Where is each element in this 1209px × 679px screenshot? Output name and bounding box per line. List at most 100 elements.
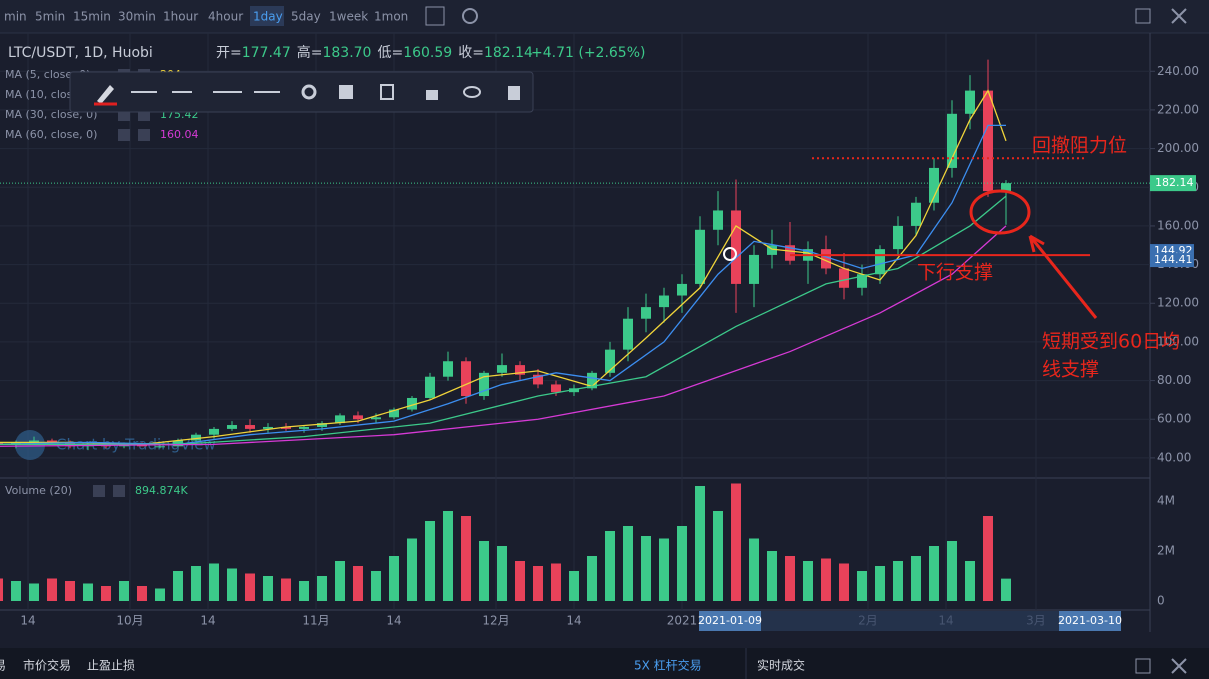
volume-legend-icon[interactable] <box>113 485 125 497</box>
close-icon[interactable] <box>1171 8 1187 24</box>
leverage-link[interactable]: 5X 杠杆交易 <box>634 658 702 673</box>
volume-tick-label: 2M <box>1157 544 1175 558</box>
drawing-toolbar[interactable] <box>69 71 534 113</box>
candle-body <box>911 202 921 226</box>
volume-bar <box>749 538 759 601</box>
candle-body <box>353 415 363 420</box>
candle-body <box>605 349 615 373</box>
indicator-icon[interactable] <box>425 6 445 26</box>
volume-bar <box>1001 578 1011 601</box>
candle-body <box>0 442 3 445</box>
volume-bar <box>281 578 291 601</box>
top-toolbar <box>0 0 1209 33</box>
candle-body <box>245 425 255 429</box>
clone-icon[interactable] <box>380 84 394 100</box>
delete-icon[interactable] <box>508 86 520 100</box>
x-highlight <box>699 611 761 631</box>
volume-bar <box>893 561 903 601</box>
interval-button[interactable]: 4hour <box>208 10 243 24</box>
y-tick-label: 100.00 <box>1157 334 1199 348</box>
price-tag-label: 144.41 <box>1154 253 1193 266</box>
interval-button[interactable]: 1hour <box>163 10 198 24</box>
volume-tick-label: 4M <box>1157 494 1175 508</box>
lock-icon[interactable] <box>426 90 438 100</box>
close-icon[interactable] <box>1171 658 1187 674</box>
volume-bar <box>929 546 939 601</box>
bottom-tab[interactable]: 易 <box>0 659 6 673</box>
interval-button[interactable]: 1mon <box>374 10 408 24</box>
bottom-tab[interactable]: 止盈止损 <box>87 659 135 673</box>
interval-button[interactable]: 1day <box>253 10 283 24</box>
layers-icon[interactable] <box>339 85 353 99</box>
settings-icon[interactable] <box>462 8 478 24</box>
candle-body <box>281 426 291 429</box>
volume-bar <box>83 583 93 601</box>
volume-bar <box>119 581 129 601</box>
y-tick-label: 200.00 <box>1157 141 1199 155</box>
candle-body <box>443 361 453 377</box>
candle-body <box>929 167 939 203</box>
ohlc-value: 182.14 <box>484 45 533 61</box>
bottom-tab[interactable]: 市价交易 <box>23 658 71 673</box>
volume-bar <box>803 561 813 601</box>
annotation: 线支撑 <box>1042 359 1099 381</box>
settings-icon[interactable] <box>301 84 317 100</box>
x-tick-label: 14 <box>386 614 401 628</box>
volume-bar <box>767 551 777 601</box>
volume-bar <box>515 561 525 601</box>
last-price-tag <box>1150 175 1196 192</box>
volume-bar <box>659 538 669 601</box>
candle-body <box>551 384 561 393</box>
pen-icon[interactable] <box>97 85 114 104</box>
volume-bar <box>731 483 741 601</box>
interval-button[interactable]: 1week <box>329 10 368 24</box>
interval-button[interactable]: 5min <box>35 10 65 24</box>
volume-bar <box>227 568 237 601</box>
candle-body <box>191 434 201 441</box>
eye-icon[interactable] <box>463 86 481 98</box>
y-tick-label: 220.00 <box>1157 102 1199 116</box>
candle-body <box>155 446 165 448</box>
candle-body <box>263 426 273 429</box>
candle-body <box>425 376 435 398</box>
interval-button[interactable]: 30min <box>118 10 156 24</box>
ohlc-value: 160.59 <box>403 45 452 61</box>
ohlc-label: 开= <box>216 45 242 61</box>
volume-bar <box>821 558 831 601</box>
volume-legend-icon[interactable] <box>93 485 105 497</box>
active-interval <box>250 6 284 26</box>
symbol: LTC/USDT, 1D, Huobi <box>8 45 153 61</box>
volume-bar <box>695 486 705 601</box>
candle-body <box>821 249 831 269</box>
candle-body <box>317 423 327 427</box>
highlight-circle <box>969 189 1031 235</box>
volume-bar <box>965 561 975 601</box>
interval-button[interactable]: 15min <box>73 10 111 24</box>
interval-button[interactable]: 5day <box>291 10 321 24</box>
annotation: 回撤阻力位 <box>1032 135 1127 157</box>
interval-button[interactable]: min <box>4 10 27 24</box>
candle-body <box>389 409 399 418</box>
volume-bar <box>65 581 75 601</box>
fullscreen-icon[interactable] <box>1135 8 1151 24</box>
ohlc-value: 177.47 <box>242 45 291 61</box>
bottom-tab[interactable]: 实时成交 <box>757 658 805 673</box>
y-tick-label: 40.00 <box>1157 450 1191 464</box>
toolbar-icons[interactable] <box>425 6 1187 674</box>
ma-legend-icon[interactable] <box>138 129 150 141</box>
candle-body <box>785 245 795 261</box>
ma-legend-icon[interactable] <box>118 129 130 141</box>
x-highlight-label: 2021-01-09 <box>698 614 762 627</box>
ohlc-label: 低= <box>377 45 403 61</box>
fullscreen-icon[interactable] <box>1135 658 1151 674</box>
volume-bar <box>443 511 453 601</box>
volume-bar <box>551 563 561 601</box>
volume-bar <box>191 566 201 601</box>
candle-body <box>461 361 471 397</box>
volume-bar <box>407 538 417 601</box>
volume-legend-value: 894.874K <box>135 484 188 497</box>
volume-bar <box>569 571 579 601</box>
volume-bar <box>857 571 867 601</box>
candle-body <box>47 440 57 443</box>
